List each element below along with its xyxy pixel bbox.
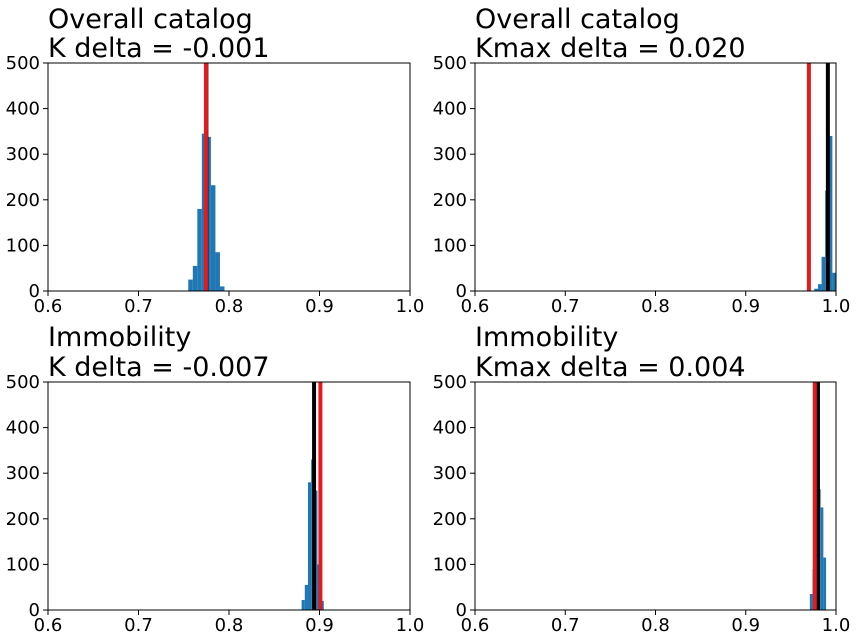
histogram-bar [817, 284, 822, 291]
histogram-bar [820, 507, 824, 610]
y-tick-label: 400 [433, 418, 467, 439]
panel-immobility-kmax: Immobility Kmax delta = 0.004 0.6 0.7 0.8 0… [433, 322, 851, 636]
y-tick-label: 200 [6, 190, 40, 211]
y-tick-label: 500 [6, 53, 40, 74]
y-tick-label: 400 [433, 99, 467, 120]
panel-title-line2: K delta = -0.007 [48, 352, 270, 383]
x-tick-label: 0.7 [551, 296, 580, 317]
histogram-bar [821, 256, 826, 291]
y-tick-label: 300 [6, 463, 40, 484]
y-tick-label: 500 [433, 372, 467, 393]
panel-overall-catalog-k: Overall catalog K delta = -0.001 0.6 0.7 0… [6, 4, 425, 317]
y-tick-label: 200 [6, 509, 40, 530]
histogram-bar [188, 279, 193, 291]
panel-immobility-k: Immobility K delta = -0.007 0.6 0.7 0.8 0.9… [6, 322, 425, 636]
x-tick-label: 1.0 [822, 615, 851, 636]
histogram-bar [823, 557, 827, 610]
y-tick-label: 0 [456, 281, 467, 302]
y-tick-label: 100 [433, 554, 467, 575]
histogram-bar [828, 135, 833, 291]
y-tick-label: 100 [6, 235, 40, 256]
y-tick-label: 300 [6, 144, 40, 165]
x-tick-label: 0.6 [34, 296, 63, 317]
panel-title-line2: Kmax delta = 0.020 [475, 33, 746, 64]
y-tick-label: 500 [433, 53, 467, 74]
y-tick-label: 400 [6, 99, 40, 120]
histogram-bar [206, 136, 211, 291]
histogram-bar [192, 265, 198, 291]
x-tick-label: 0.8 [215, 296, 244, 317]
panel-title-line1: Overall catalog [475, 4, 680, 35]
x-tick-label: 0.8 [641, 615, 670, 636]
x-tick-label: 0.9 [305, 296, 334, 317]
x-tick-label: 1.0 [396, 296, 425, 317]
histogram-bar [814, 288, 818, 291]
y-tick-label: 500 [6, 372, 40, 393]
x-tick-label: 0.8 [641, 296, 670, 317]
panel-title-line1: Overall catalog [48, 4, 253, 35]
y-tick-label: 100 [433, 235, 467, 256]
panel-title-line2: K delta = -0.001 [48, 33, 270, 64]
y-tick-label: 300 [433, 144, 467, 165]
x-tick-label: 0.7 [124, 296, 153, 317]
histogram-bar [215, 252, 220, 291]
histogram-bar [809, 594, 813, 610]
histogram-bar [219, 286, 225, 291]
y-tick-label: 0 [29, 281, 40, 302]
panel-overall-catalog-kmax: Overall catalog Kmax delta = 0.020 0.6 0.… [433, 4, 851, 317]
x-tick-label: 0.7 [124, 615, 153, 636]
x-tick-label: 0.6 [34, 615, 63, 636]
x-tick-label: 0.7 [551, 615, 580, 636]
y-tick-label: 0 [456, 600, 467, 621]
histogram-bar [197, 208, 202, 291]
panel-title-line2: Kmax delta = 0.004 [475, 352, 746, 383]
y-tick-label: 200 [433, 509, 467, 530]
histogram-bar [304, 584, 308, 610]
x-tick-label: 1.0 [396, 615, 425, 636]
x-tick-label: 0.8 [215, 615, 244, 636]
x-tick-label: 0.9 [731, 615, 760, 636]
y-tick-label: 400 [6, 418, 40, 439]
y-tick-label: 100 [6, 554, 40, 575]
x-tick-label: 0.9 [731, 296, 760, 317]
y-tick-label: 200 [433, 190, 467, 211]
x-tick-label: 0.6 [461, 615, 490, 636]
histogram-bar [301, 599, 305, 610]
histogram-bar [307, 482, 312, 610]
panel-title-line1: Immobility [48, 322, 191, 353]
histogram-bar [832, 272, 836, 291]
x-tick-label: 0.6 [461, 296, 490, 317]
y-tick-label: 0 [29, 600, 40, 621]
x-tick-label: 1.0 [822, 296, 851, 317]
panel-title-line1: Immobility [475, 322, 618, 353]
histogram-bar [210, 185, 216, 291]
x-tick-label: 0.9 [305, 615, 334, 636]
y-tick-label: 300 [433, 463, 467, 484]
